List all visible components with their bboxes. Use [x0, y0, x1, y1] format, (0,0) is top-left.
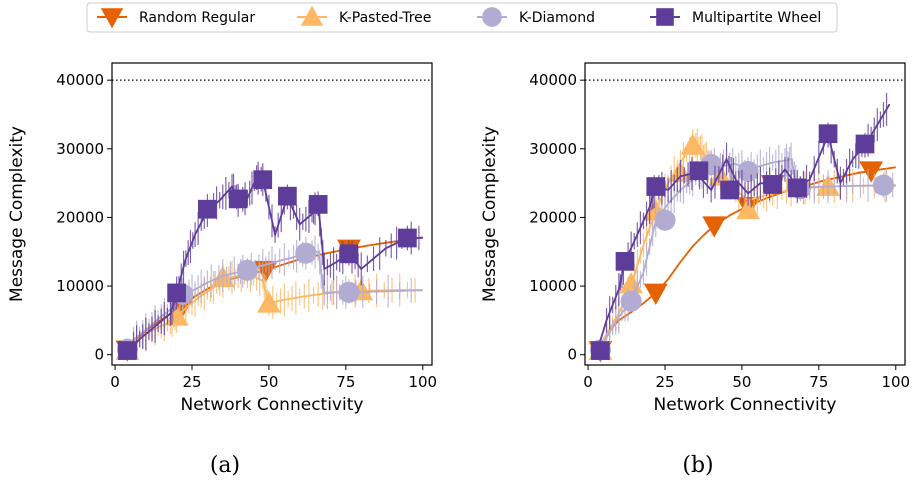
panel-caption: (b): [682, 453, 713, 478]
marker-multipartite-wheel-7: [339, 244, 359, 264]
y-axis-label: Message Complexity: [480, 126, 500, 302]
x-tick-label: 0: [583, 373, 593, 391]
marker-k-diamond-4: [737, 160, 759, 182]
marker-multipartite-wheel-1: [167, 283, 186, 303]
marker-multipartite-wheel-2: [198, 199, 217, 219]
legend-marker-random-regular: [100, 8, 124, 29]
x-tick-label: 25: [655, 373, 674, 391]
legend-entry-random-regular: Random Regular: [97, 8, 255, 29]
series-multipartite-wheel: [118, 161, 423, 360]
y-tick-label: 40000: [56, 71, 104, 89]
marker-multipartite-wheel-3: [228, 189, 248, 209]
plot-frame: [584, 62, 906, 366]
y-tick-label: 40000: [529, 71, 577, 89]
marker-multipartite-wheel-5: [278, 186, 297, 206]
x-tick-label: 75: [336, 373, 355, 391]
y-tick-label: 30000: [529, 140, 577, 158]
x-tick-label: 100: [408, 373, 437, 391]
marker-multipartite-wheel-0: [118, 341, 137, 360]
legend-entry-k-pasted-tree: K-Pasted-Tree: [297, 5, 431, 26]
x-axis-label: Network Connectivity: [181, 395, 364, 415]
marker-multipartite-wheel-6: [787, 178, 807, 198]
y-tick-label: 20000: [56, 208, 104, 226]
marker-random-regular-2: [702, 216, 727, 238]
plot-frame: [111, 62, 433, 366]
legend-frame: [86, 2, 838, 33]
marker-multipartite-wheel-3: [689, 161, 709, 181]
legend-label-multipartite-wheel: Multipartite Wheel: [692, 10, 821, 26]
legend-marker-multipartite-wheel: [656, 8, 674, 26]
marker-multipartite-wheel-1: [615, 252, 635, 271]
legend: Random Regular K-Pasted-Tree K-Diamond Mult…: [86, 2, 838, 33]
y-tick-label: 0: [94, 346, 104, 364]
series-k-diamond: [116, 235, 423, 360]
marker-k-diamond-2: [236, 259, 258, 281]
marker-k-pasted-tree-4: [680, 133, 705, 155]
marker-multipartite-wheel-5: [763, 175, 783, 194]
legend-entry-multipartite-wheel: Multipartite Wheel: [650, 8, 821, 26]
y-tick-label: 10000: [56, 277, 104, 295]
marker-multipartite-wheel-2: [646, 177, 666, 196]
x-tick-label: 75: [809, 373, 828, 391]
marker-multipartite-wheel-6: [308, 195, 328, 214]
marker-k-diamond-3: [295, 242, 317, 264]
y-tick-label: 10000: [529, 277, 577, 295]
series-line-k-diamond: [596, 158, 896, 351]
marker-multipartite-wheel-0: [591, 341, 610, 360]
marker-random-regular-1: [643, 283, 668, 305]
marker-k-pasted-tree-3: [257, 291, 281, 313]
x-tick-label: 50: [732, 373, 751, 391]
x-axis-label: Network Connectivity: [654, 395, 837, 415]
x-tick-label: 0: [110, 373, 120, 391]
y-tick-label: 20000: [529, 208, 577, 226]
plot-area: [115, 161, 423, 362]
legend-label-random-regular: Random Regular: [139, 10, 255, 26]
marker-multipartite-wheel-8: [855, 134, 875, 154]
chart-panel-b: 0 25 50 75 100 0 10000 20000 30000 40000 Network C…: [480, 62, 910, 478]
legend-label-k-diamond: K-Diamond: [519, 10, 595, 26]
y-tick-label: 0: [567, 346, 577, 364]
chart-panel-a: 0 25 50 75 100 0 10000 20000 30000 40000 Network C…: [7, 62, 437, 478]
marker-k-pasted-tree-6: [736, 197, 760, 220]
y-tick-label: 30000: [56, 140, 104, 158]
marker-multipartite-wheel-4: [253, 170, 273, 190]
legend-marker-k-diamond: [482, 7, 502, 27]
x-tick-label: 100: [881, 373, 910, 391]
x-tick-label: 25: [182, 373, 201, 391]
series-line-random-regular: [596, 166, 896, 352]
y-axis-label: Message Complexity: [7, 126, 27, 302]
marker-k-diamond-4: [338, 281, 360, 303]
marker-random-regular-5: [859, 161, 884, 183]
panel-caption: (a): [210, 453, 240, 478]
marker-k-diamond-1: [620, 290, 642, 312]
series-multipartite-wheel: [591, 92, 891, 360]
marker-k-diamond-2: [654, 209, 676, 231]
legend-label-k-pasted-tree: K-Pasted-Tree: [339, 10, 431, 26]
series-line-multipartite-wheel: [596, 103, 891, 351]
x-tick-label: 50: [259, 373, 278, 391]
legend-marker-k-pasted-tree: [300, 5, 324, 26]
plot-area: [588, 92, 896, 363]
marker-multipartite-wheel-7: [818, 124, 838, 144]
marker-multipartite-wheel-4: [720, 180, 739, 200]
legend-entry-k-diamond: K-Diamond: [477, 7, 595, 27]
marker-multipartite-wheel-8: [398, 228, 417, 248]
marker-k-diamond-6: [872, 174, 895, 196]
